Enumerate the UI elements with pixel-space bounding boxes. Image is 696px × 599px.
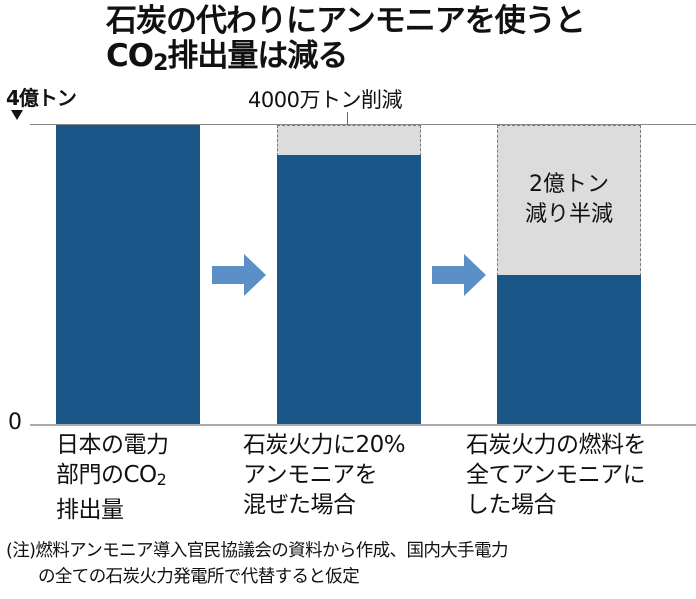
reduction-label-leader [347,112,348,132]
y-axis-max-label: 4億トン [6,86,77,110]
bar-full-ammonia [497,275,641,425]
reduction-label-20pct: 4000万トン削減 [248,88,402,112]
y-max-reference-line [30,124,696,125]
chart-title: 石炭の代わりにアンモニアを使うと CO2排出量は減る [106,3,586,81]
title-line-2: CO2排出量は減る [106,38,348,77]
triangle-down-icon [11,110,23,120]
x-axis-baseline [30,424,696,426]
bar-reduction-full [497,125,641,276]
category-label-full: 石炭火力の燃料を 全てアンモニアに した場合 [466,432,647,518]
source-note: (注)燃料アンモニア導入官民協議会の資料から作成、国内大手電力 の全ての石炭火力… [6,541,508,587]
reduction-label-full: 2億トン 減り半減 [524,172,613,227]
title-line-1: 石炭の代わりにアンモニアを使うと [106,3,586,39]
bar-reduction-20pct [277,125,421,156]
arrow-right-icon [212,254,266,296]
bar-20pct-ammonia [277,155,421,425]
y-axis-zero-label: 0 [8,410,22,435]
arrow-right-icon [432,254,486,296]
category-label-current: 日本の電力 部門のCO2 排出量 [56,432,169,523]
category-label-20pct: 石炭火力に20% アンモニアを 混ぜた場合 [243,432,406,518]
bar-current-emissions [56,125,200,425]
